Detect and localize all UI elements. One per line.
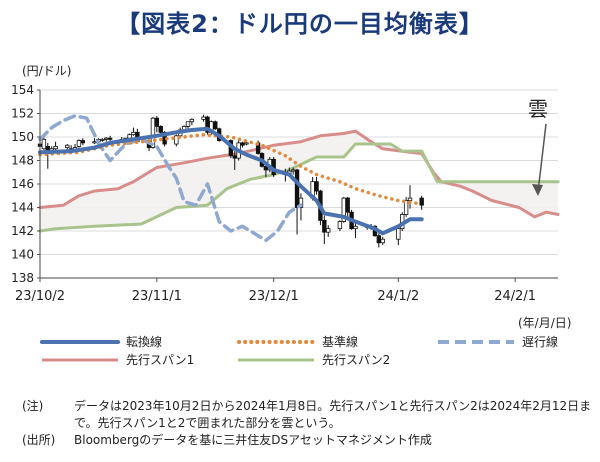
y-axis-unit-label: (円/ドル) bbox=[22, 64, 72, 78]
legend-label-span2: 先行スパン2 bbox=[322, 353, 391, 367]
note-tag: (注) bbox=[22, 399, 44, 413]
candle-body bbox=[353, 225, 358, 230]
candle-body bbox=[322, 220, 327, 233]
note-row: (注) データは2023年10月2日から2024年1月8日。先行スパン1と先行ス… bbox=[22, 398, 592, 432]
source-row: (出所) Bloombergのデータを基に三井住友DSアセットマネジメント作成 bbox=[22, 432, 592, 449]
candle-body bbox=[407, 197, 413, 201]
cloud-fill bbox=[40, 131, 558, 231]
legend-label-kijun: 基準線 bbox=[322, 335, 359, 349]
candle-body bbox=[100, 138, 105, 141]
legend: 転換線 基準線 遅行線 先行スパン1 先行スパン2 bbox=[40, 334, 600, 370]
candle-body bbox=[80, 140, 86, 144]
cloud-annotation-arrow bbox=[537, 123, 547, 193]
candle-body bbox=[244, 142, 249, 145]
x-tick-label: 23/10/2 bbox=[15, 289, 65, 304]
chart-title: 【図表2：ドル円の一目均衡表】 bbox=[116, 10, 484, 38]
source-text: Bloombergのデータを基に三井住友DSアセットマネジメント作成 bbox=[74, 433, 432, 447]
cloud-annotation-label: 雲 bbox=[528, 97, 548, 121]
annotation: 雲 bbox=[528, 97, 548, 196]
legend-item-span1: 先行スパン1 bbox=[40, 352, 240, 368]
candle-body bbox=[232, 155, 237, 159]
chikou-line bbox=[38, 114, 303, 243]
candle-body bbox=[76, 140, 82, 147]
legend-item-chikou: 遅行線 bbox=[436, 334, 600, 350]
y-tick-label: 148 bbox=[11, 154, 34, 168]
kijun-line bbox=[38, 132, 424, 206]
candle-body bbox=[290, 169, 296, 172]
candle-body bbox=[376, 235, 382, 244]
legend-label-span1: 先行スパン1 bbox=[126, 353, 195, 367]
candle-body bbox=[107, 137, 113, 140]
legend-label-tenkan: 転換線 bbox=[126, 335, 163, 349]
cloud-annotation-arrowhead bbox=[532, 184, 543, 196]
senkou-span1-line bbox=[38, 129, 560, 219]
y-tick-label: 146 bbox=[11, 177, 34, 191]
candle-body bbox=[314, 181, 319, 192]
indicator-lines bbox=[38, 114, 424, 243]
x-axis-unit-label: (年/月/日) bbox=[518, 316, 572, 330]
candle-body bbox=[189, 118, 195, 123]
axes: 138 140 142 144 146 148 150 152 154 23/10/2 23/11/… bbox=[11, 83, 558, 304]
legend-swatch-span1 bbox=[42, 358, 118, 362]
y-tick-label: 152 bbox=[11, 107, 34, 121]
x-tick-label: 23/12/1 bbox=[249, 289, 299, 304]
candle-body bbox=[41, 138, 47, 150]
x-tick-label: 23/11/1 bbox=[132, 289, 182, 304]
tenkan-line bbox=[38, 126, 424, 236]
cloud-region bbox=[40, 131, 558, 231]
candle-body bbox=[345, 197, 350, 213]
candle-body bbox=[150, 117, 156, 148]
candle-body bbox=[337, 221, 343, 230]
candle-body bbox=[201, 116, 206, 120]
legend-item-tenkan: 転換線 bbox=[40, 334, 240, 350]
y-tick-label: 140 bbox=[11, 248, 34, 262]
candle-body bbox=[294, 169, 300, 208]
legend-swatch-kijun bbox=[237, 340, 316, 344]
y-tick-label: 138 bbox=[11, 271, 34, 285]
note-text: データは2023年10月2日から2024年1月8日。先行スパン1と先行スパン2は… bbox=[74, 399, 592, 430]
candle-body bbox=[65, 144, 70, 148]
legend-swatch-chikou bbox=[438, 340, 514, 344]
notes: (注) データは2023年10月2日から2024年1月8日。先行スパン1と先行ス… bbox=[22, 398, 592, 449]
y-tick-label: 150 bbox=[11, 130, 34, 144]
candle-body bbox=[240, 142, 245, 146]
y-tick-label: 142 bbox=[11, 224, 34, 238]
candle-body bbox=[131, 131, 136, 136]
candle-body bbox=[185, 121, 191, 127]
candle-body bbox=[380, 238, 385, 244]
source-tag: (出所) bbox=[22, 433, 56, 447]
candle-body bbox=[92, 141, 97, 144]
candle-body bbox=[174, 135, 179, 145]
candle-body bbox=[158, 126, 163, 133]
candle-body bbox=[127, 134, 132, 139]
legend-label-chikou: 遅行線 bbox=[522, 335, 559, 349]
candle-body bbox=[213, 121, 218, 130]
y-tick-label: 154 bbox=[11, 83, 34, 97]
y-tick-label: 144 bbox=[11, 201, 34, 215]
candle-body bbox=[403, 200, 409, 215]
candle-body bbox=[396, 228, 401, 240]
candle-body bbox=[298, 197, 304, 208]
candle-body bbox=[53, 145, 58, 150]
x-tick-label: 24/1/2 bbox=[377, 289, 419, 304]
legend-swatch-span2 bbox=[238, 358, 314, 362]
candle-body bbox=[104, 137, 109, 140]
legend-item-kijun: 基準線 bbox=[236, 334, 436, 350]
candle-body bbox=[326, 228, 331, 233]
candle-body bbox=[154, 117, 160, 127]
legend-item-span2: 先行スパン2 bbox=[236, 352, 436, 368]
x-tick-label: 24/2/1 bbox=[494, 289, 536, 304]
candle-body bbox=[419, 197, 424, 206]
legend-swatch-tenkan bbox=[40, 340, 120, 344]
